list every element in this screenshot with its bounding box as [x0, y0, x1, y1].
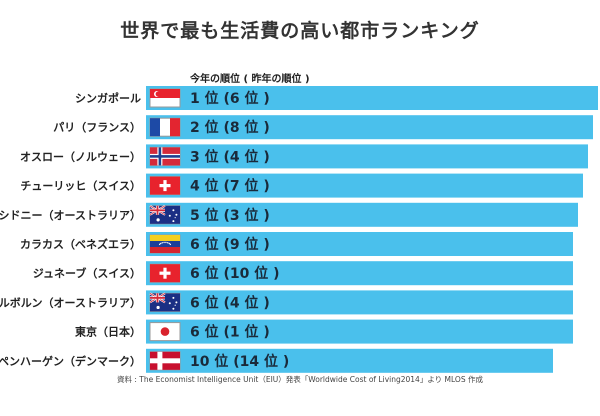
- bar: [146, 173, 583, 198]
- denmark-flag-icon: [149, 351, 181, 371]
- city-label: シンガポール: [75, 91, 141, 105]
- rank-label: 5 位 (3 位 ): [190, 207, 270, 224]
- city-label: パリ（フランス）: [53, 121, 141, 134]
- rank-label: 6 位 (9 位 ): [190, 236, 270, 253]
- australia-flag-icon: [149, 292, 181, 312]
- bar: [146, 86, 598, 110]
- rank-label: 3 位 (4 位 ): [190, 148, 270, 165]
- rank-label: 6 位 (1 位 ): [190, 324, 270, 341]
- bar: [146, 290, 573, 315]
- rank-label: 6 位 (4 位 ): [190, 294, 270, 311]
- norway-flag-icon: [149, 146, 181, 166]
- city-label: カラカス（ベネズエラ）: [20, 237, 141, 251]
- switzerland-flag-icon: [149, 263, 181, 283]
- bar: [146, 232, 573, 256]
- city-label: ジュネーブ（スイス）: [33, 266, 141, 280]
- rank-label: 4 位 (7 位 ): [190, 178, 270, 195]
- city-label: コペンハーゲン（デンマーク）: [0, 354, 141, 368]
- column-header: 今年の順位 ( 昨年の順位 ): [190, 74, 310, 85]
- australia-flag-icon: [149, 204, 181, 225]
- venezuela-flag-icon: [149, 234, 181, 254]
- rank-label: 2 位 (8 位 ): [190, 119, 270, 136]
- rank-label: 6 位 (10 位 ): [190, 265, 280, 282]
- bar: [146, 319, 573, 344]
- bar: [146, 115, 593, 140]
- bar: [146, 348, 553, 373]
- source-note: 資料 : The Economist Intelligence Unit（EIU…: [117, 375, 483, 384]
- rank-label: 10 位 (14 位 ): [190, 353, 289, 370]
- city-label: シドニー（オーストラリア）: [0, 209, 141, 222]
- city-label: 東京（日本）: [75, 325, 141, 339]
- bar: [146, 144, 588, 169]
- chart-title: 世界で最も生活費の高い都市ランキング: [120, 20, 480, 42]
- japan-flag-icon: [149, 322, 181, 342]
- city-label: メルボルン（オーストラリア）: [0, 295, 141, 309]
- city-label: チューリッヒ（スイス）: [20, 180, 141, 193]
- bar: [146, 261, 573, 286]
- france-flag-icon: [149, 117, 181, 137]
- switzerland-flag-icon: [149, 176, 181, 196]
- rank-label: 1 位 (6 位 ): [190, 90, 270, 107]
- city-label: オスロー（ノルウェー）: [20, 150, 141, 163]
- singapore-flag-icon: [149, 88, 181, 108]
- bar: [146, 202, 578, 227]
